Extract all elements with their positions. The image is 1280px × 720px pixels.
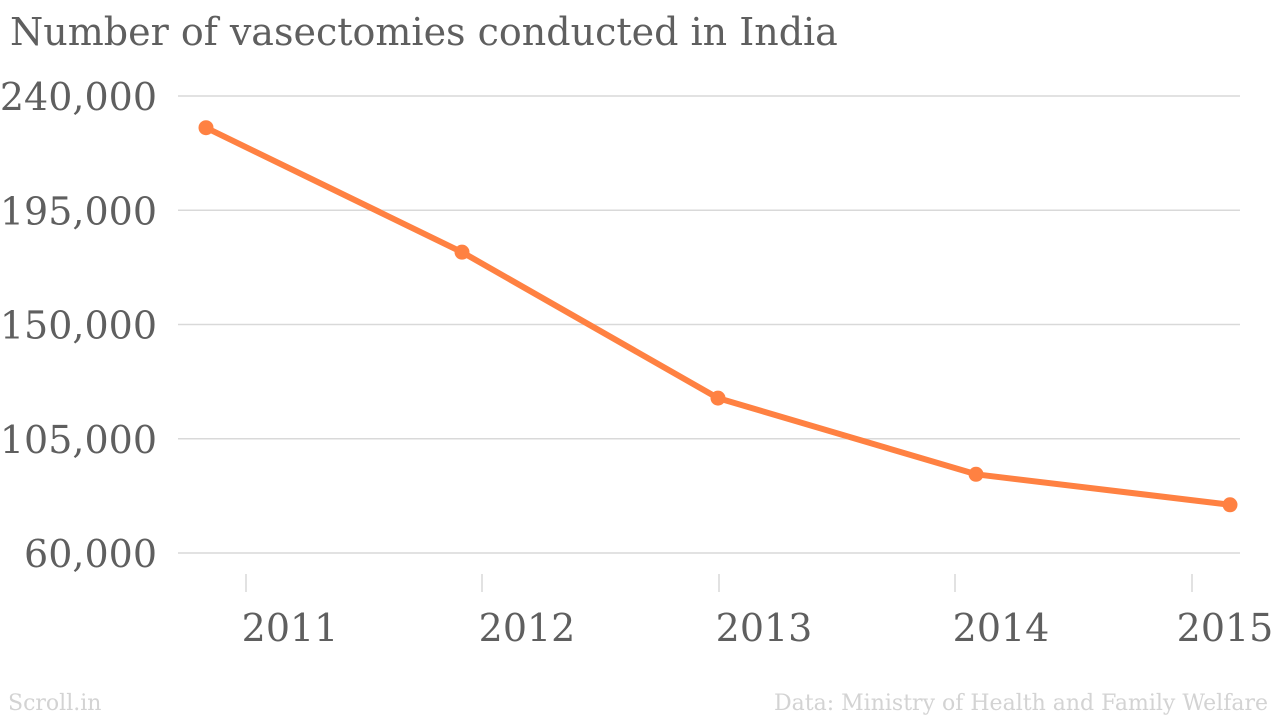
x-axis-ticks <box>245 574 1193 592</box>
y-tick-label: 60,000 <box>24 532 157 576</box>
data-point <box>454 244 470 260</box>
series-line <box>203 124 1233 508</box>
x-tick-label: 2012 <box>479 606 576 650</box>
x-axis-labels: 2011 2012 2013 2014 2015 <box>242 606 1274 650</box>
x-tick-label: 2014 <box>953 606 1050 650</box>
source-brand: Scroll.in <box>8 691 102 716</box>
series-layer <box>203 124 1233 508</box>
data-point <box>1222 497 1238 513</box>
y-tick-label: 240,000 <box>0 75 157 119</box>
x-tick-label: 2011 <box>242 606 339 650</box>
data-point <box>968 466 984 482</box>
data-point <box>198 120 214 136</box>
grid-layer <box>178 95 1240 554</box>
y-tick-label: 105,000 <box>0 418 157 462</box>
points-layer <box>198 120 1238 513</box>
chart-title: Number of vasectomies conducted in India <box>10 10 838 54</box>
data-point <box>710 390 726 406</box>
x-tick-label: 2013 <box>716 606 813 650</box>
y-axis-labels: 60,000 105,000 150,000 195,000 240,000 <box>0 75 157 576</box>
x-tick-label: 2015 <box>1177 606 1274 650</box>
data-source-note: Data: Ministry of Health and Family Welf… <box>774 691 1268 716</box>
y-tick-label: 150,000 <box>0 304 157 348</box>
y-tick-label: 195,000 <box>0 189 157 233</box>
